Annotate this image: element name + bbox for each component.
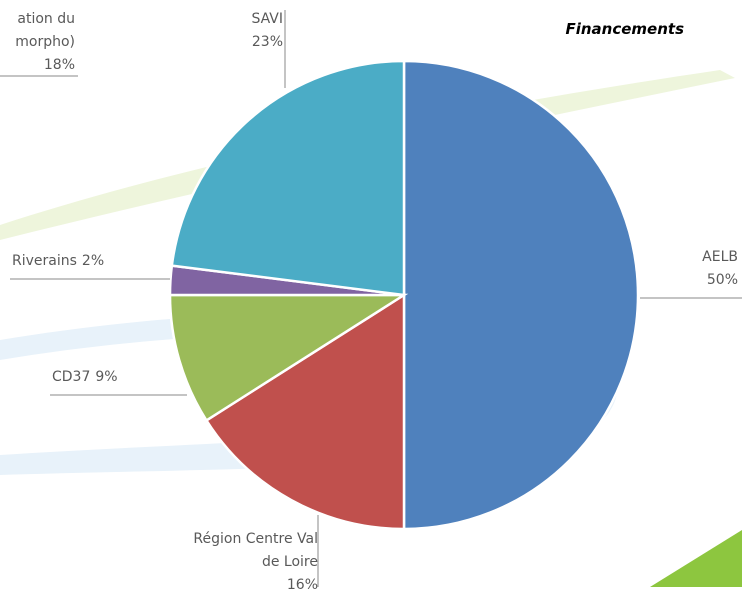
deco-corner [650,530,742,587]
category-name: Riverains [12,253,77,269]
category-name: SAVI [251,11,283,27]
value-label: 50% [706,272,738,288]
chart-title: Financements [565,20,684,38]
pie-slice [204,292,406,531]
category-name: AELB [702,249,738,265]
annotation-line: morpho) [15,34,75,50]
value-label: 2% [81,253,105,269]
pie-slice [170,59,406,297]
pie-slice [168,293,409,423]
annotation-line: ation du [17,11,75,27]
value-label: 9% [95,369,118,385]
category-name: CD37 [52,369,91,385]
pie-slice [402,59,640,531]
value-label: 16% [286,577,318,593]
slice-label: CD37 9% [52,366,118,389]
slice-label: AELB 50% [618,246,738,292]
annotation: ation du morpho) 18% [15,8,75,77]
annotation-line: 18% [43,57,75,73]
leader-lines [0,10,742,587]
slice-label: SAVI 23% [203,8,283,54]
slice-label: Riverains 2% [12,250,104,273]
value-label: 23% [251,34,283,50]
category-name: Région Centre Val de Loire [193,531,318,570]
